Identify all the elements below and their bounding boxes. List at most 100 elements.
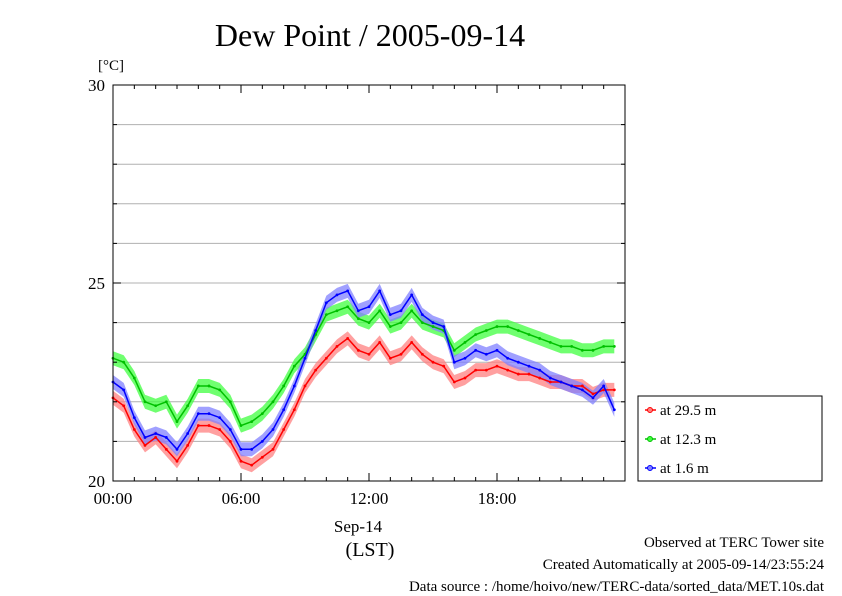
legend-marker-0 <box>647 407 653 413</box>
series-band-1 <box>113 299 615 433</box>
series-0-point-16 <box>282 428 286 431</box>
series-scatter-bands <box>113 283 615 473</box>
series-0-point-10 <box>218 428 222 431</box>
series-2-point-39 <box>527 364 531 368</box>
legend-label-1: at 12.3 m <box>660 432 717 448</box>
series-band-0 <box>113 331 615 473</box>
series-2-point-35 <box>484 352 488 356</box>
series-1-point-22 <box>346 305 350 309</box>
series-2-point-7 <box>186 432 190 435</box>
series-0-point-22 <box>346 337 350 340</box>
series-0-point-12 <box>239 459 243 463</box>
series-2-point-26 <box>388 313 392 317</box>
series-0-point-15 <box>271 447 275 451</box>
series-0-point-2 <box>132 428 136 431</box>
series-2-point-42 <box>559 380 563 384</box>
series-line-2 <box>112 289 615 451</box>
series-0-point-33 <box>463 376 467 380</box>
x-tick-label: 06:00 <box>222 489 261 508</box>
series-0-point-23 <box>356 348 360 352</box>
series-1-point-12 <box>239 424 243 427</box>
y-axis-unit-label: [°C] <box>98 58 124 74</box>
series-1-point-10 <box>218 388 222 392</box>
series-line-1 <box>112 305 615 427</box>
series-1-point-39 <box>527 333 531 336</box>
series-0-point-40 <box>538 376 542 380</box>
series-0-point-1 <box>122 404 126 408</box>
legend-label-2: at 1.6 m <box>660 461 709 477</box>
series-1-point-37 <box>506 325 510 328</box>
series-2-point-4 <box>154 432 158 435</box>
series-1-point-7 <box>186 404 190 408</box>
series-1-point-16 <box>282 384 286 388</box>
series-2-point-40 <box>538 368 542 372</box>
footer-data-source: Data source : /home/hoivo/new/TERC-data/… <box>408 579 824 595</box>
series-0-point-30 <box>431 360 435 364</box>
series-1-point-4 <box>154 404 158 408</box>
series-1-point-45 <box>591 348 595 352</box>
series-2-point-29 <box>420 313 424 317</box>
series-1-point-29 <box>420 321 424 324</box>
legend-label-0: at 29.5 m <box>660 403 717 419</box>
series-2-point-3 <box>143 436 147 439</box>
series-0-point-36 <box>495 364 499 368</box>
series-band-2 <box>113 283 615 457</box>
series-lines <box>111 289 616 467</box>
series-2-point-43 <box>570 384 574 388</box>
series-1-point-34 <box>474 333 478 336</box>
series-0-point-39 <box>527 372 531 376</box>
series-2-point-24 <box>367 305 371 309</box>
series-1-point-21 <box>335 309 339 313</box>
series-2-point-25 <box>378 289 382 293</box>
series-0-point-35 <box>484 368 488 372</box>
series-2-point-30 <box>431 321 435 324</box>
x-axis-unit-label: (LST) <box>346 539 395 561</box>
series-0-point-4 <box>154 436 158 439</box>
series-1-point-5 <box>164 400 168 404</box>
series-2-point-36 <box>495 348 499 352</box>
series-1-point-38 <box>516 329 520 332</box>
series-2-point-2 <box>132 416 136 420</box>
series-0-point-18 <box>303 384 307 388</box>
series-0-point-21 <box>335 344 339 348</box>
series-2-point-12 <box>239 447 243 451</box>
series-1-point-40 <box>538 337 542 340</box>
series-0-point-13 <box>250 463 254 467</box>
series-1-point-30 <box>431 325 435 328</box>
series-1-point-11 <box>228 400 232 404</box>
series-2-point-14 <box>260 440 264 443</box>
legend: at 29.5 m at 12.3 m at 1.6 m <box>637 395 823 482</box>
series-0-point-3 <box>143 443 147 447</box>
series-0-point-6 <box>175 459 179 463</box>
series-1-point-28 <box>410 309 414 313</box>
series-0-point-38 <box>516 372 520 376</box>
y-tick-label: 30 <box>88 76 105 95</box>
series-1-point-13 <box>250 420 254 423</box>
series-2-point-22 <box>346 289 350 293</box>
x-tick-label: 12:00 <box>350 489 389 508</box>
series-1-point-33 <box>463 341 467 344</box>
chart-title: Dew Point / 2005-09-14 <box>215 17 525 53</box>
series-1-point-9 <box>207 384 211 388</box>
series-2-point-20 <box>324 301 328 305</box>
series-2-point-6 <box>175 447 179 451</box>
series-2-point-16 <box>282 408 286 412</box>
series-0-point-20 <box>324 356 328 360</box>
series-0-point-26 <box>388 356 392 360</box>
series-0-point-25 <box>378 341 382 344</box>
series-0-point-47 <box>612 388 616 392</box>
series-2-point-32 <box>452 360 456 364</box>
series-0-point-9 <box>207 424 211 427</box>
series-1-point-14 <box>260 412 264 416</box>
y-tick-label: 25 <box>88 274 105 293</box>
series-line-0 <box>112 337 615 467</box>
legend-marker-2 <box>647 465 653 471</box>
series-2-point-19 <box>314 329 318 332</box>
x-tick-label: 00:00 <box>94 489 133 508</box>
series-0-point-28 <box>410 341 414 344</box>
series-0-point-19 <box>314 368 318 372</box>
series-0-point-32 <box>452 380 456 384</box>
series-2-point-21 <box>335 293 339 297</box>
series-1-point-1 <box>122 360 126 364</box>
x-axis-date-label: Sep-14 <box>334 517 383 536</box>
